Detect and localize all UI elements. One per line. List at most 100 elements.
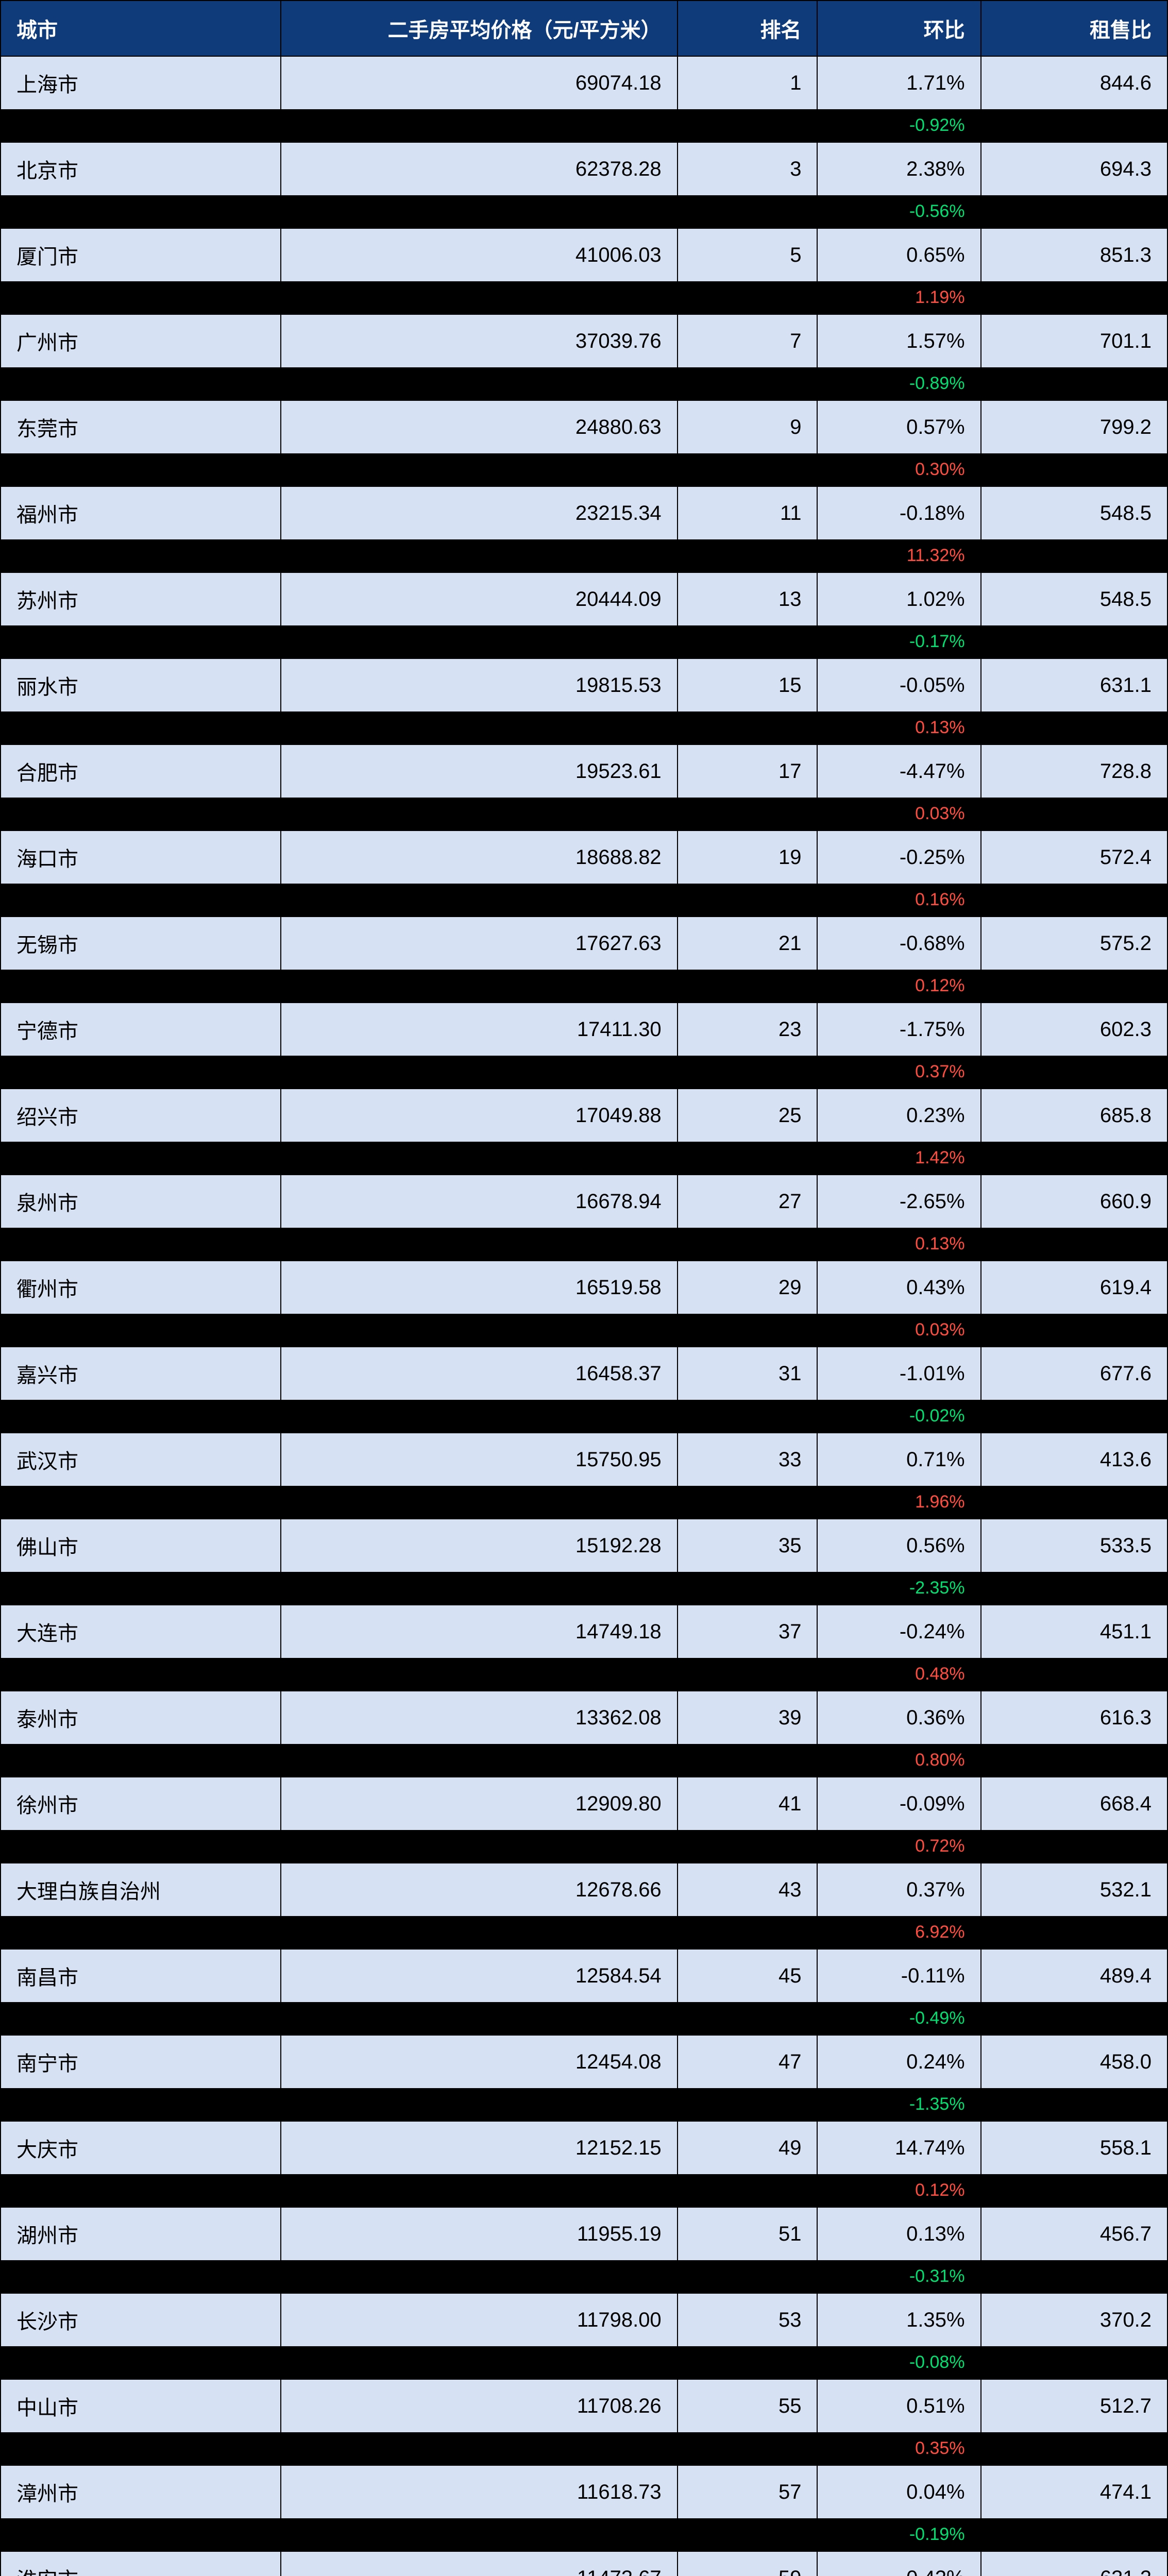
table-row: 大理白族自治州12678.66430.37%532.1	[1, 1863, 1167, 1916]
cell-sub-pct: -0.17%	[817, 625, 980, 658]
table-subrow: 0.80%	[1, 1744, 1167, 1777]
table-row: 大连市14749.1837-0.24%451.1	[1, 1605, 1167, 1658]
sub-empty	[678, 970, 818, 1003]
sub-empty	[981, 711, 1167, 744]
cell-price: 11708.26	[281, 2379, 678, 2432]
sub-empty	[281, 2518, 678, 2551]
sub-empty	[1, 884, 281, 917]
cell-price: 19815.53	[281, 658, 678, 711]
table-row: 佛山市15192.28350.56%533.5	[1, 1519, 1167, 1572]
cell-city: 中山市	[1, 2379, 281, 2432]
sub-empty	[281, 2346, 678, 2379]
cell-city: 漳州市	[1, 2465, 281, 2518]
cell-price: 24880.63	[281, 400, 678, 453]
table-row: 南昌市12584.5445-0.11%489.4	[1, 1949, 1167, 2002]
sub-empty	[1, 2260, 281, 2293]
table-subrow: 0.03%	[1, 1314, 1167, 1347]
sub-empty	[678, 625, 818, 658]
cell-ratio: 512.7	[981, 2379, 1167, 2432]
cell-city: 南宁市	[1, 2035, 281, 2088]
cell-rank: 23	[678, 1003, 818, 1056]
cell-mom: 0.57%	[817, 400, 980, 453]
cell-ratio: 533.5	[981, 1519, 1167, 1572]
col-mom: 环比	[817, 1, 980, 56]
table-subrow: 0.72%	[1, 1830, 1167, 1863]
sub-empty	[1, 2518, 281, 2551]
cell-city: 大庆市	[1, 2121, 281, 2174]
cell-sub-pct: 1.96%	[817, 1486, 980, 1519]
cell-ratio: 668.4	[981, 1777, 1167, 1830]
cell-sub-pct: 1.19%	[817, 281, 980, 314]
table-subrow: -0.17%	[1, 625, 1167, 658]
cell-mom: 0.23%	[817, 1089, 980, 1142]
sub-empty	[1, 1572, 281, 1605]
cell-price: 62378.28	[281, 142, 678, 195]
cell-price: 12909.80	[281, 1777, 678, 1830]
sub-empty	[678, 1572, 818, 1605]
cell-rank: 49	[678, 2121, 818, 2174]
cell-city: 广州市	[1, 314, 281, 367]
sub-empty	[1, 1228, 281, 1261]
sub-empty	[981, 1486, 1167, 1519]
table-row: 海口市18688.8219-0.25%572.4	[1, 831, 1167, 884]
table-subrow: -0.02%	[1, 1400, 1167, 1433]
cell-mom: -2.65%	[817, 1175, 980, 1228]
cell-rank: 41	[678, 1777, 818, 1830]
sub-empty	[981, 884, 1167, 917]
sub-empty	[1, 1400, 281, 1433]
table-header-row: 城市 二手房平均价格（元/平方米） 排名 环比 租售比	[1, 1, 1167, 56]
cell-rank: 33	[678, 1433, 818, 1486]
cell-price: 17411.30	[281, 1003, 678, 1056]
cell-sub-pct: 0.35%	[817, 2432, 980, 2465]
cell-price: 69074.18	[281, 56, 678, 109]
sub-empty	[981, 798, 1167, 831]
cell-rank: 37	[678, 1605, 818, 1658]
sub-empty	[981, 2518, 1167, 2551]
cell-mom: 1.71%	[817, 56, 980, 109]
sub-empty	[1, 453, 281, 486]
cell-sub-pct: 0.12%	[817, 2174, 980, 2207]
cell-sub-pct: -0.89%	[817, 367, 980, 400]
cell-ratio: 701.1	[981, 314, 1167, 367]
sub-empty	[678, 2260, 818, 2293]
cell-sub-pct: -0.49%	[817, 2002, 980, 2035]
sub-empty	[1, 2002, 281, 2035]
table-row: 福州市23215.3411-0.18%548.5	[1, 486, 1167, 539]
table-subrow: -0.89%	[1, 367, 1167, 400]
cell-city: 湖州市	[1, 2207, 281, 2260]
cell-city: 北京市	[1, 142, 281, 195]
sub-empty	[981, 109, 1167, 142]
sub-empty	[281, 1572, 678, 1605]
sub-empty	[981, 2174, 1167, 2207]
table-row: 大庆市12152.154914.74%558.1	[1, 2121, 1167, 2174]
sub-empty	[678, 2174, 818, 2207]
cell-mom: -0.11%	[817, 1949, 980, 2002]
sub-empty	[678, 109, 818, 142]
sub-empty	[281, 109, 678, 142]
cell-rank: 53	[678, 2293, 818, 2346]
table-row: 泰州市13362.08390.36%616.3	[1, 1691, 1167, 1744]
sub-empty	[981, 1916, 1167, 1949]
sub-empty	[981, 1142, 1167, 1175]
cell-city: 武汉市	[1, 1433, 281, 1486]
cell-rank: 3	[678, 142, 818, 195]
cell-rank: 39	[678, 1691, 818, 1744]
cell-sub-pct: -0.19%	[817, 2518, 980, 2551]
sub-empty	[1, 109, 281, 142]
cell-rank: 57	[678, 2465, 818, 2518]
sub-empty	[1, 1486, 281, 1519]
sub-empty	[981, 367, 1167, 400]
cell-mom: -4.47%	[817, 744, 980, 798]
cell-mom: 1.35%	[817, 2293, 980, 2346]
cell-rank: 27	[678, 1175, 818, 1228]
cell-ratio: 575.2	[981, 917, 1167, 970]
table-subrow: 0.37%	[1, 1056, 1167, 1089]
table-subrow: -0.31%	[1, 2260, 1167, 2293]
sub-empty	[678, 2432, 818, 2465]
cell-ratio: 851.3	[981, 228, 1167, 281]
cell-sub-pct: 0.12%	[817, 970, 980, 1003]
cell-ratio: 572.4	[981, 831, 1167, 884]
sub-empty	[281, 970, 678, 1003]
cell-price: 19523.61	[281, 744, 678, 798]
table-row: 嘉兴市16458.3731-1.01%677.6	[1, 1347, 1167, 1400]
